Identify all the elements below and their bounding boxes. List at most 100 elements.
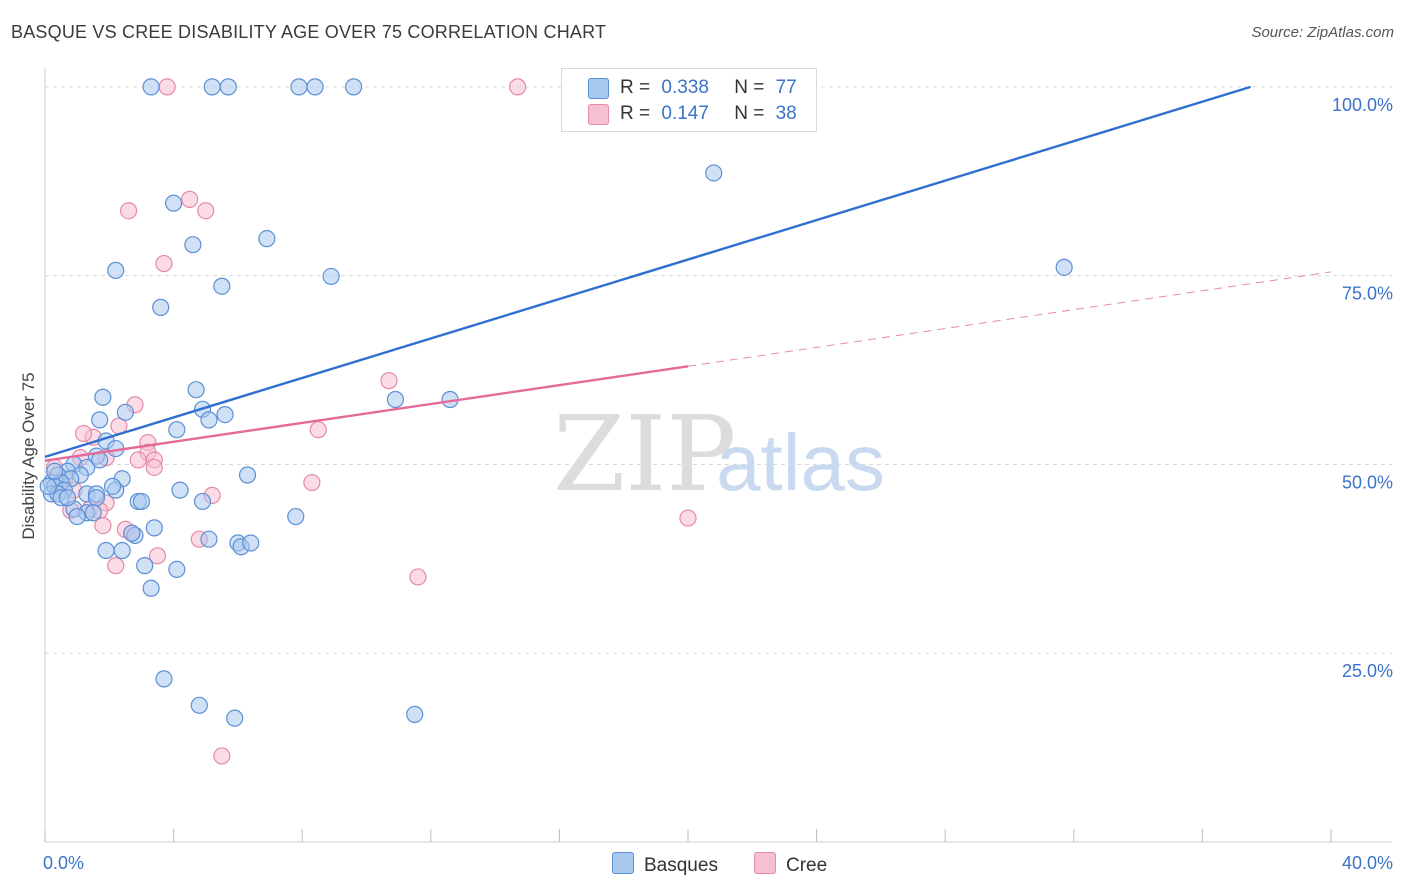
basques-point bbox=[203, 78, 221, 96]
basques-swatch bbox=[588, 78, 609, 99]
cree-point bbox=[94, 517, 112, 535]
watermark: ZIP atlas bbox=[553, 393, 885, 515]
tick-labels: 25.0% 50.0% 75.0% 100.0% 0.0% 40.0% bbox=[43, 95, 1393, 873]
basques-swatch bbox=[612, 852, 634, 874]
cree-point bbox=[197, 202, 215, 220]
basques-point bbox=[213, 277, 231, 295]
cree-point bbox=[158, 78, 176, 96]
basques-point bbox=[258, 230, 276, 248]
cree-point bbox=[74, 424, 93, 443]
basques-point bbox=[226, 709, 244, 727]
chart-title: BASQUE VS CREE DISABILITY AGE OVER 75 CO… bbox=[11, 22, 607, 42]
basques-point bbox=[97, 541, 115, 560]
cree-point bbox=[107, 557, 125, 575]
basques-point bbox=[386, 390, 405, 409]
cree-point bbox=[119, 202, 138, 220]
basques-point bbox=[406, 705, 424, 723]
bottom-legend-cree: Cree bbox=[754, 852, 827, 877]
basques-point bbox=[190, 696, 208, 714]
cree-point bbox=[380, 372, 398, 390]
basques-point bbox=[103, 477, 122, 495]
basques-point bbox=[290, 78, 308, 96]
basques-point bbox=[116, 403, 134, 421]
basques-point bbox=[287, 507, 305, 526]
basques-point bbox=[171, 481, 189, 499]
legend-n-label: N = bbox=[734, 77, 765, 98]
legend-n-label: N = bbox=[734, 103, 765, 124]
basques-point bbox=[165, 194, 183, 212]
cree-point bbox=[679, 509, 697, 527]
cree-label: Cree bbox=[786, 855, 828, 876]
basques-point bbox=[113, 541, 131, 560]
basques-point bbox=[142, 579, 160, 597]
basques-point bbox=[216, 406, 234, 424]
basques-point bbox=[187, 381, 205, 399]
watermark-atlas: atlas bbox=[716, 418, 885, 507]
basques-trend-line bbox=[44, 85, 1251, 459]
source-label: Source: ZipAtlas.com bbox=[1251, 24, 1394, 41]
legend-n-value: 38 bbox=[775, 103, 797, 124]
legend-r-label: R = bbox=[620, 77, 651, 98]
basques-point bbox=[152, 298, 170, 316]
cree-trend-line bbox=[44, 365, 689, 462]
basques-point bbox=[242, 534, 260, 552]
cree-point bbox=[129, 451, 147, 469]
y-tick-label: 25.0% bbox=[1342, 661, 1393, 681]
axes bbox=[44, 68, 1392, 843]
basques-point bbox=[107, 261, 125, 279]
basques-point bbox=[184, 236, 202, 254]
basques-point bbox=[145, 519, 163, 537]
cree-swatch bbox=[754, 852, 776, 874]
cree-trend-extension bbox=[687, 271, 1332, 367]
y-tick-label: 50.0% bbox=[1342, 472, 1393, 492]
y-tick-label: 100.0% bbox=[1332, 95, 1393, 115]
basques-point bbox=[322, 267, 340, 286]
legend-r-value: 0.338 bbox=[661, 77, 709, 98]
basques-point bbox=[58, 489, 77, 507]
legend: R = 0.338 N = 77 R = 0.147 N = 38 bbox=[561, 68, 817, 132]
basques-point bbox=[136, 557, 154, 575]
basques-point bbox=[39, 477, 57, 495]
basques-point bbox=[84, 504, 102, 522]
cree-point bbox=[409, 568, 427, 586]
x-tick-label: 0.0% bbox=[43, 853, 84, 873]
basques-point bbox=[306, 78, 324, 96]
basques-point bbox=[705, 164, 723, 182]
basques-point bbox=[155, 670, 173, 688]
legend-r-value: 0.147 bbox=[661, 103, 709, 124]
basques-point bbox=[200, 530, 218, 548]
basques-point bbox=[94, 388, 112, 406]
basques-point bbox=[345, 78, 363, 96]
basques-point bbox=[142, 78, 160, 96]
basques-point bbox=[193, 492, 212, 511]
basques-point bbox=[219, 78, 237, 96]
basques-point bbox=[91, 411, 109, 429]
watermark-zip: ZIP bbox=[553, 393, 736, 515]
legend-r-label: R = bbox=[620, 103, 651, 124]
basques-point bbox=[132, 492, 151, 511]
basques-point bbox=[87, 489, 106, 507]
cree-point bbox=[213, 747, 231, 765]
cree-point bbox=[303, 473, 321, 492]
cree-point bbox=[145, 458, 163, 477]
basques-point bbox=[200, 411, 218, 429]
cree-point bbox=[181, 190, 199, 208]
basques-label: Basques bbox=[644, 855, 718, 876]
x-tick-label: 40.0% bbox=[1342, 853, 1393, 873]
basques-point bbox=[68, 507, 86, 526]
basques-point bbox=[168, 560, 186, 579]
cree-point bbox=[309, 421, 327, 439]
legend-n-value: 77 bbox=[775, 77, 797, 98]
basques-point bbox=[168, 421, 186, 439]
basques-point bbox=[1055, 258, 1073, 276]
grid bbox=[45, 86, 1392, 654]
trend-lines bbox=[44, 85, 1332, 462]
basques-points bbox=[39, 78, 1073, 727]
cree-point bbox=[148, 547, 167, 565]
cree-point bbox=[509, 78, 527, 96]
basques-point bbox=[238, 466, 257, 484]
cree-swatch bbox=[588, 104, 609, 125]
cree-point bbox=[155, 254, 173, 273]
basques-point bbox=[46, 462, 64, 480]
